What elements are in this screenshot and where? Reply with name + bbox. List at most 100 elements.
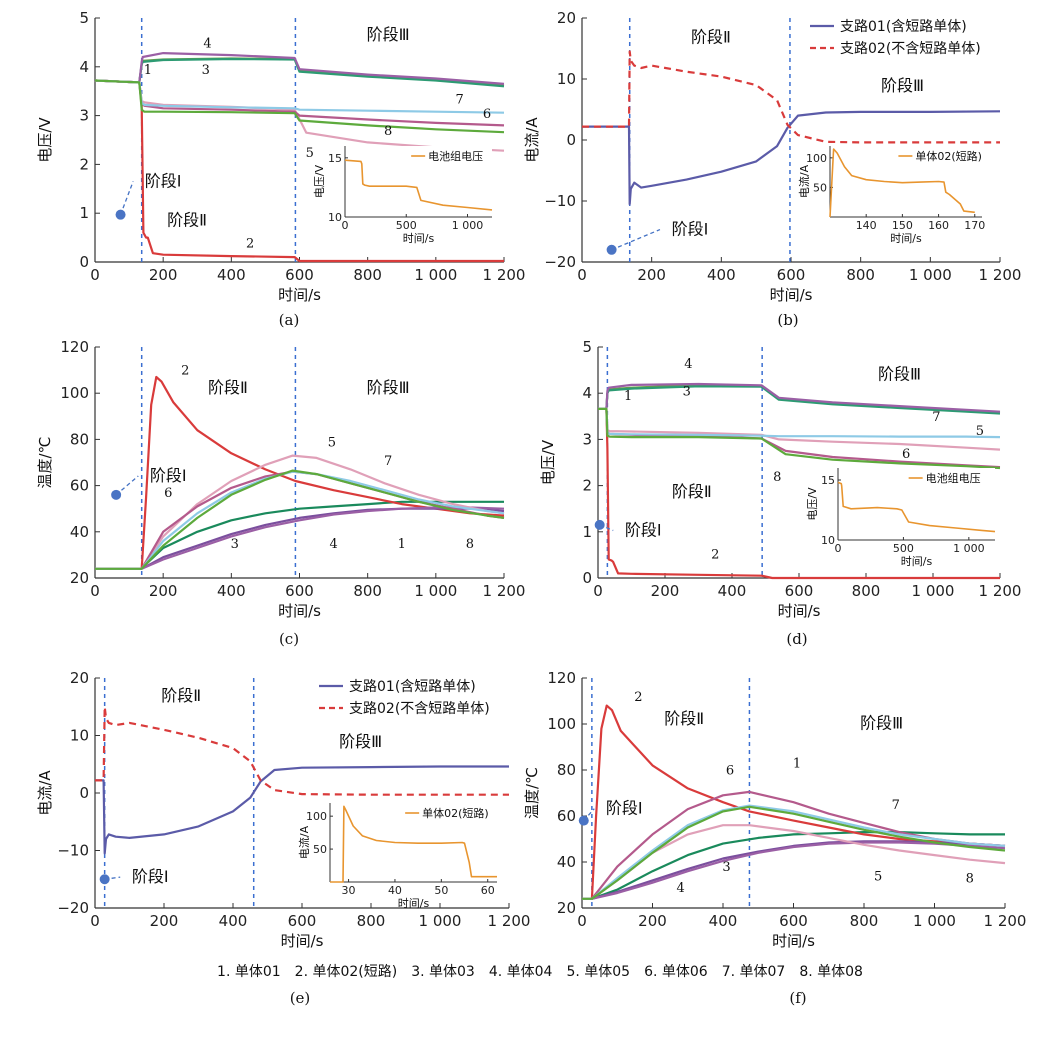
y-tick-label: −20 <box>57 899 89 917</box>
x-tick-label: 600 <box>785 582 814 600</box>
x-tick-label: 1 200 <box>483 266 526 284</box>
x-tick-label: 1 200 <box>984 912 1027 930</box>
inset-x-tick-label: 1 000 <box>953 542 985 555</box>
stage-i-marker <box>115 209 126 220</box>
x-tick-label: 400 <box>709 912 738 930</box>
inset-x-tick-label: 170 <box>964 219 985 232</box>
inset-series-line-单体02(短路) <box>829 148 975 218</box>
y-axis-label: 电流/A <box>523 117 541 163</box>
panel-label: (f) <box>789 989 806 1007</box>
y-tick-label: 3 <box>79 107 89 125</box>
stage-annotation: 阶段Ⅲ <box>339 732 382 751</box>
y-tick-label: 20 <box>70 669 89 687</box>
inset-background <box>345 146 492 217</box>
series-line-2 <box>598 407 1000 580</box>
stage-i-pointer <box>119 181 134 215</box>
cell-label: 5 <box>328 435 336 450</box>
cell-label: 4 <box>677 881 685 896</box>
cell-label: 8 <box>466 537 474 552</box>
stage-annotation: 阶段Ⅰ <box>672 220 709 239</box>
x-tick-label: 200 <box>149 582 178 600</box>
inset-x-tick-label: 160 <box>928 219 949 232</box>
inset-y-tick-label: 100 <box>306 810 327 823</box>
inset-y-tick-label: 50 <box>313 843 327 856</box>
stage-i-pointer <box>611 228 661 251</box>
stage-annotation: 阶段Ⅱ <box>167 210 207 229</box>
cell-label: 7 <box>892 798 900 813</box>
x-tick-label: 600 <box>777 266 806 284</box>
series-line-8 <box>582 805 1006 900</box>
y-tick-label: 80 <box>70 430 89 448</box>
cell-label: 4 <box>203 36 211 51</box>
y-tick-label: −10 <box>544 192 576 210</box>
stage-annotation: 阶段Ⅲ <box>881 76 924 95</box>
x-tick-label: 800 <box>850 912 879 930</box>
inset-y-axis-label: 电流/A <box>297 825 311 859</box>
panel-label: (d) <box>786 630 807 648</box>
panel-label: (c) <box>279 630 299 648</box>
y-tick-label: 2 <box>79 155 89 173</box>
series-line-5 <box>582 824 1006 900</box>
cell-label: 1 <box>144 63 152 78</box>
series-line-2 <box>94 79 504 263</box>
stage-annotation: 阶段Ⅰ <box>132 867 169 886</box>
stage-annotation: 阶段Ⅰ <box>145 171 182 190</box>
y-tick-label: 5 <box>79 9 89 27</box>
stage-i-marker <box>578 815 589 826</box>
cell-label: 2 <box>181 364 189 379</box>
stage-annotation: 阶段Ⅱ <box>664 709 704 728</box>
x-tick-label: 600 <box>285 582 314 600</box>
cell-label: 4 <box>684 357 692 372</box>
stage-annotation: 阶段Ⅱ <box>691 27 731 46</box>
inset-series-line-电池组电压 <box>344 159 493 211</box>
x-tick-label: 800 <box>353 266 382 284</box>
y-tick-label: 4 <box>582 384 592 402</box>
inset-y-tick-label: 100 <box>806 152 827 165</box>
legend-label: 支路01(含短路单体) <box>349 679 476 695</box>
y-axis-label: 温度/℃ <box>523 767 541 819</box>
cell-label: 8 <box>966 872 974 887</box>
y-tick-label: 120 <box>547 669 576 687</box>
x-tick-label: 1 200 <box>979 266 1022 284</box>
inset-background <box>830 146 982 217</box>
x-tick-label: 1 000 <box>419 912 462 930</box>
x-tick-label: 0 <box>90 912 100 930</box>
stage-annotation: 阶段Ⅲ <box>367 378 410 397</box>
inset-y-axis-label: 电流/A <box>797 164 811 198</box>
series-line-4 <box>95 506 505 570</box>
series-line-支路01(含短路单体) <box>95 765 509 855</box>
series-line-8 <box>94 79 505 134</box>
series-line-支路01(含短路单体) <box>582 110 1001 206</box>
stage-annotation: 阶段Ⅰ <box>150 466 187 485</box>
cell-label: 5 <box>976 424 984 439</box>
x-tick-label: 200 <box>149 266 178 284</box>
cell-label: 7 <box>384 454 392 469</box>
legend-label: 支路02(不含短路单体) <box>349 701 490 717</box>
y-tick-label: 100 <box>547 715 576 733</box>
series-line-4 <box>94 51 505 85</box>
x-tick-label: 800 <box>357 912 386 930</box>
x-tick-label: 400 <box>217 582 246 600</box>
y-tick-label: 40 <box>70 523 89 541</box>
series-line-3 <box>94 57 505 88</box>
stage-annotation: 阶段Ⅱ <box>208 378 248 397</box>
inset-x-tick-label: 30 <box>342 884 356 897</box>
cell-label: 8 <box>773 470 781 485</box>
cell-label: 7 <box>932 410 940 425</box>
cell-label: 2 <box>246 236 254 251</box>
x-tick-label: 200 <box>150 912 179 930</box>
cell-label: 8 <box>384 124 392 139</box>
y-tick-label: 0 <box>566 131 576 149</box>
stage-i-marker <box>111 489 122 500</box>
legend-label: 支路01(含短路单体) <box>840 19 967 35</box>
y-tick-label: 10 <box>70 727 89 745</box>
cell-label: 1 <box>793 757 801 772</box>
y-tick-label: 0 <box>582 569 592 587</box>
stage-i-marker <box>594 519 605 530</box>
stage-annotation: 阶段Ⅰ <box>606 799 643 818</box>
x-axis-label: 时间/s <box>281 932 324 950</box>
x-tick-label: 0 <box>90 582 100 600</box>
x-tick-label: 1 000 <box>913 912 956 930</box>
stage-annotation: 阶段Ⅱ <box>161 686 201 705</box>
cell-label: 3 <box>683 385 691 400</box>
